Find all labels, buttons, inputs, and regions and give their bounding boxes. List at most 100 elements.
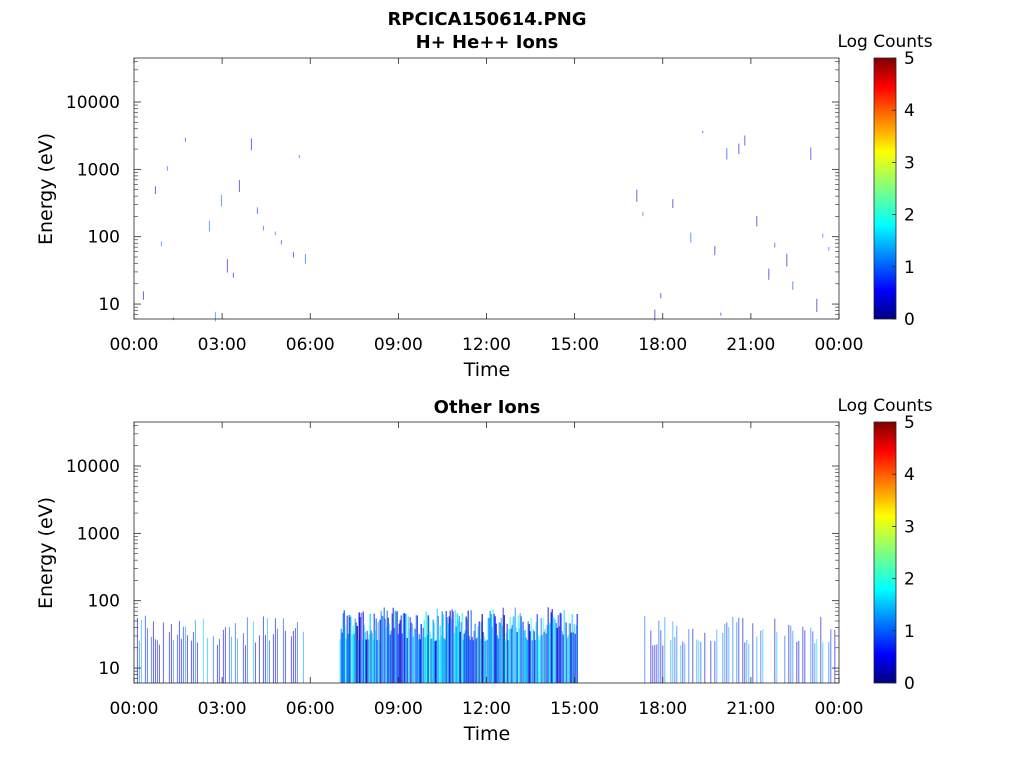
spectrogram-streak — [290, 636, 292, 683]
spectrogram-streak — [176, 634, 178, 683]
spectrogram-streak — [415, 615, 417, 683]
spectrogram-streak — [726, 622, 728, 683]
spectrogram-streak — [140, 620, 142, 683]
spectrogram-streak — [252, 621, 254, 683]
colorbar-tick-label: 2 — [904, 570, 915, 590]
spectrogram-streak — [788, 624, 790, 683]
spectrogram-streak — [558, 626, 560, 683]
spectrogram-streak — [784, 635, 786, 683]
spectrogram-streak — [738, 617, 740, 683]
spectrogram-streak — [393, 627, 395, 683]
spectrogram-streak — [568, 623, 570, 683]
spectrogram-streak — [810, 147, 812, 160]
spectrogram-streak — [507, 640, 509, 683]
spectrogram-streak — [501, 625, 503, 683]
spectrogram-streak — [394, 610, 396, 683]
spectrogram-streak — [238, 179, 240, 193]
spectrogram-streak — [166, 166, 168, 171]
spectrogram-streak — [748, 643, 750, 683]
spectrogram-streak — [547, 607, 549, 683]
spectrogram-streak — [379, 619, 381, 683]
spectrogram-streak — [530, 618, 532, 683]
spectrogram-streak — [475, 638, 477, 683]
spectrogram-streak — [420, 623, 422, 683]
y-tick-label: 100 — [88, 228, 120, 248]
spectrogram-streak — [522, 621, 524, 683]
spectrogram-streak — [339, 639, 341, 683]
panel-title: Other Ions — [434, 397, 541, 418]
spectrogram-streak — [650, 630, 652, 683]
spectrogram-streak — [680, 645, 682, 683]
spectrogram-streak — [414, 628, 416, 683]
spectrogram-streak — [431, 638, 433, 683]
spectrogram-streak — [545, 633, 547, 683]
spectrogram-streak — [539, 636, 541, 683]
x-tick-label: 15:00 — [550, 699, 599, 719]
spectrogram-streak — [142, 291, 144, 300]
spectrogram-streak — [492, 609, 494, 683]
spectrogram-streak — [517, 615, 519, 683]
spectrogram-streak — [214, 311, 216, 322]
plot-frame — [133, 421, 840, 684]
spectrogram-streak — [438, 640, 440, 683]
colorbar-tick-label: 0 — [904, 310, 915, 330]
ion-panel-other: 00:00 03:00 06:00 09:00 12:00 15:00 18:00 21:00… — [35, 396, 933, 745]
spectrogram-streak — [644, 615, 646, 683]
y-tick-label: 10000 — [66, 457, 120, 477]
spectrogram-streak — [467, 610, 469, 683]
spectrogram-streak — [660, 630, 662, 683]
spectrogram-streak — [742, 618, 744, 683]
y-axis-label: Energy (eV) — [35, 497, 57, 609]
spectrogram-streak — [816, 639, 818, 683]
spectrogram-streak — [510, 628, 512, 683]
spectrogram-streak — [426, 635, 428, 683]
spectrogram-streak — [450, 618, 452, 683]
spectrogram-streak — [230, 636, 232, 683]
spectrogram-streak — [387, 617, 389, 683]
spectrogram-streak — [540, 618, 542, 683]
spectrogram-streak — [461, 612, 463, 683]
spectrogram-streak — [182, 626, 184, 683]
spectrogram-streak — [472, 640, 474, 683]
spectrogram-streak — [682, 641, 684, 683]
spectrogram-streak — [756, 215, 758, 227]
spectrogram-streak — [654, 645, 656, 683]
spectrogram-streak — [377, 622, 379, 683]
spectrogram-streak — [498, 622, 500, 683]
spectrogram-streak — [798, 641, 800, 683]
spectrogram-streak — [822, 233, 824, 238]
spectrogram-streak — [762, 629, 764, 683]
spectrogram-streak — [714, 246, 716, 256]
spectrogram-streak — [442, 614, 444, 683]
spectrogram-streak — [448, 616, 450, 683]
spectrogram-streak — [376, 639, 378, 683]
spectrogram-streak — [559, 612, 561, 683]
spectrogram-streak — [343, 610, 345, 683]
spectrogram-streak — [220, 194, 222, 207]
spectrogram-streak — [136, 617, 138, 683]
spectrogram-streak — [509, 617, 511, 683]
spectrogram-streak — [569, 623, 571, 683]
spectrogram-streak — [490, 614, 492, 683]
spectrogram-streak — [482, 632, 484, 683]
spectrogram-streak — [451, 609, 453, 683]
spectrogram-streak — [566, 638, 568, 683]
spectrogram-streak — [388, 623, 390, 683]
spectrogram-streak — [790, 625, 792, 683]
axis-ticks: 00:00 03:00 06:00 09:00 12:00 15:00 18:00 21:00… — [66, 58, 864, 355]
spectrogram-streak — [662, 645, 664, 683]
spectrogram-streak — [232, 272, 234, 278]
spectrogram-streak — [796, 642, 798, 683]
spectrogram-streak — [372, 639, 374, 683]
spectrogram-streak — [264, 635, 266, 683]
spectrogram-streak — [477, 626, 479, 683]
x-axis-label: Time — [463, 359, 511, 381]
spectrogram-streak — [262, 225, 264, 231]
spectrogram-streak — [340, 628, 342, 683]
colorbar-tick-label: 1 — [904, 622, 915, 642]
spectrogram-streak — [752, 623, 754, 683]
spectrogram-streak — [542, 617, 544, 683]
spectrogram-streak — [274, 618, 276, 683]
spectrogram-streak — [378, 640, 380, 683]
spectrogram-streak — [532, 629, 534, 683]
